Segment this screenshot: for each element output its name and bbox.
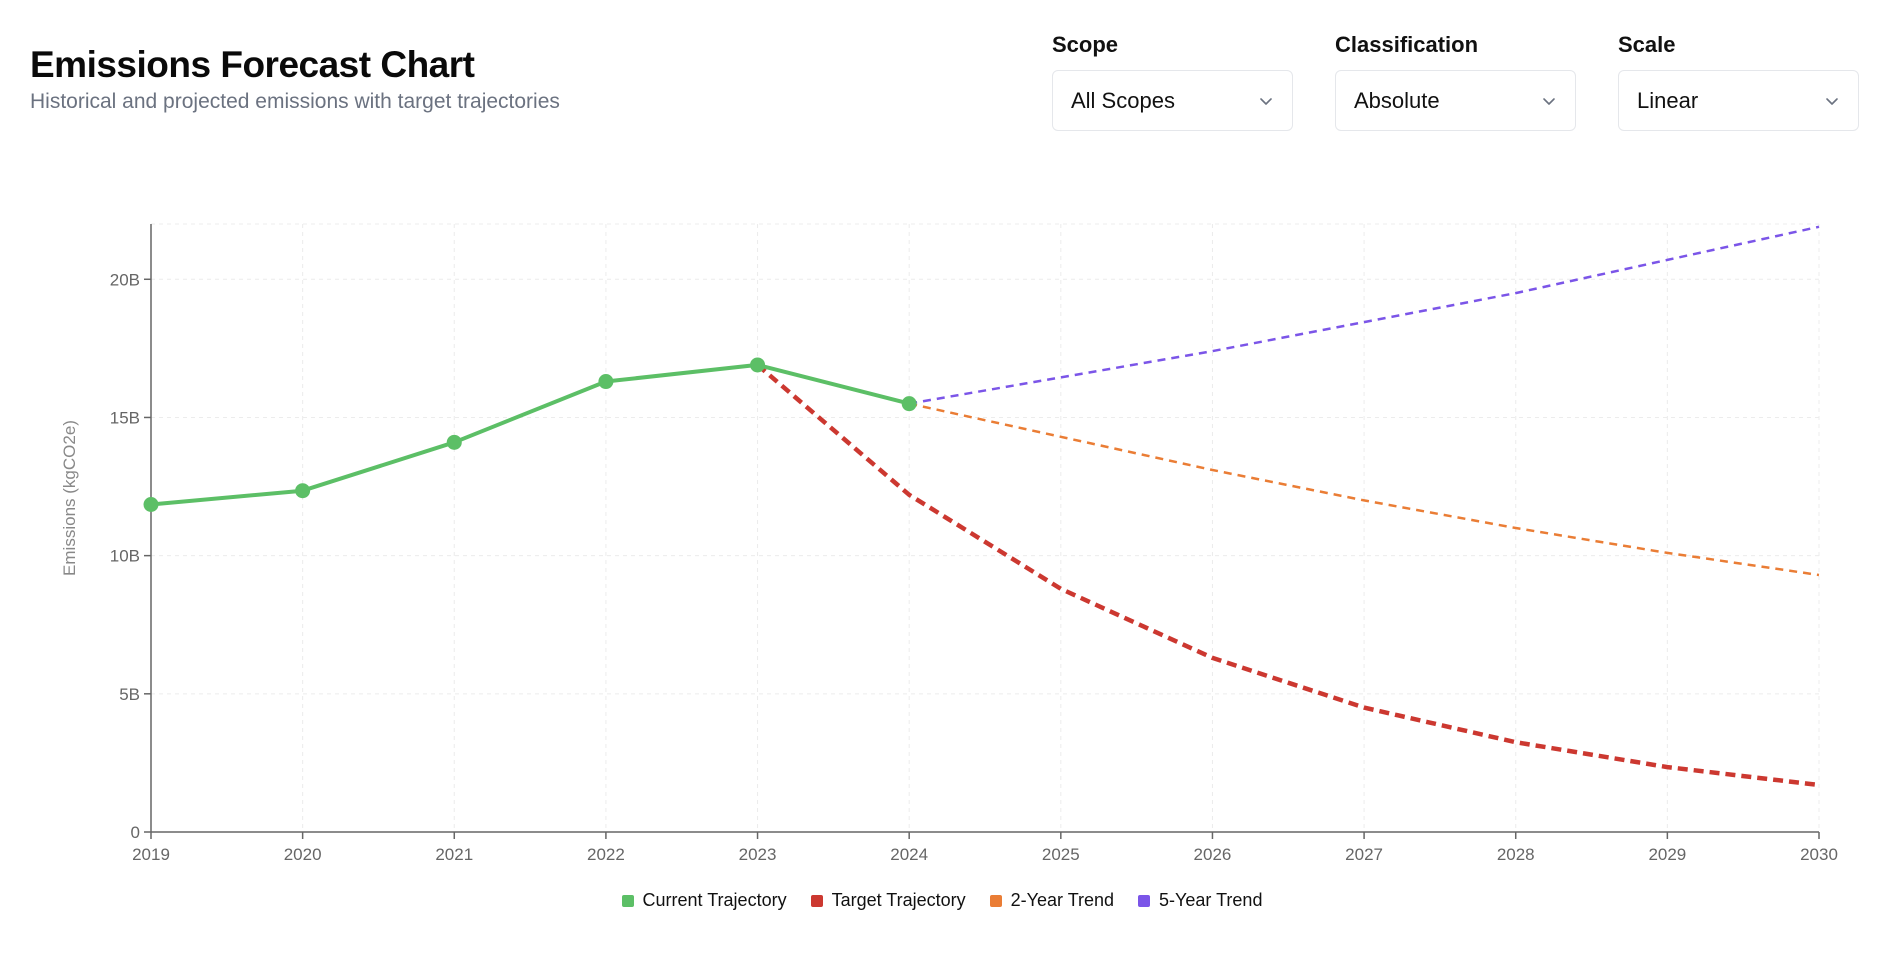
legend-label: Target Trajectory — [831, 890, 966, 910]
series-line-target-trajectory — [756, 363, 1820, 788]
x-tick-label: 2028 — [1497, 845, 1535, 864]
y-tick-label: 0 — [131, 823, 140, 842]
filter-controls: Scope All Scopes Classification Absolute… — [1052, 32, 1859, 131]
y-tick-label: 5B — [119, 685, 140, 704]
page-subtitle: Historical and projected emissions with … — [30, 90, 560, 113]
scale-select[interactable]: Linear — [1618, 70, 1859, 131]
x-tick-label: 2026 — [1194, 845, 1232, 864]
y-axis-label: Emissions (kgCO2e) — [60, 420, 79, 576]
scope-control: Scope All Scopes — [1052, 32, 1293, 131]
scale-label: Scale — [1618, 32, 1676, 57]
page-title: Emissions Forecast Chart — [30, 44, 475, 85]
legend-item[interactable]: Target Trajectory — [810, 890, 966, 911]
data-point — [750, 357, 766, 373]
chart-legend: Current Trajectory Target Trajectory 2-Yea… — [0, 890, 1884, 911]
data-point — [598, 374, 614, 390]
x-tick-label: 2024 — [890, 845, 928, 864]
x-tick-label: 2029 — [1648, 845, 1686, 864]
scope-label: Scope — [1052, 32, 1119, 57]
legend-label: Current Trajectory — [642, 890, 787, 910]
x-tick-label: 2020 — [284, 845, 322, 864]
legend-item[interactable]: 5-Year Trend — [1138, 890, 1262, 911]
x-tick-label: 2030 — [1800, 845, 1838, 864]
x-tick-label: 2027 — [1345, 845, 1383, 864]
data-point — [446, 434, 462, 450]
legend-label: 2-Year Trend — [1010, 890, 1115, 910]
legend-swatch — [1138, 894, 1151, 907]
series-line-5-year-trend — [908, 225, 1820, 405]
legend-item[interactable]: 2-Year Trend — [989, 890, 1115, 911]
y-tick-label: 20B — [110, 270, 140, 289]
data-point — [143, 497, 159, 513]
legend-swatch — [810, 894, 823, 907]
classification-label: Classification — [1335, 32, 1479, 57]
classification-select[interactable]: Absolute — [1335, 70, 1576, 131]
scope-select[interactable]: All Scopes — [1052, 70, 1293, 131]
series-line-2-year-trend — [908, 402, 1820, 577]
legend-swatch — [989, 894, 1002, 907]
scope-select-value: All Scopes — [1071, 87, 1175, 113]
x-tick-label: 2021 — [435, 845, 473, 864]
x-tick-label: 2025 — [1042, 845, 1080, 864]
y-tick-label: 10B — [110, 547, 140, 566]
scale-select-value: Linear — [1637, 87, 1699, 113]
series-line-current-trajectory — [149, 362, 912, 507]
x-tick-label: 2022 — [587, 845, 625, 864]
classification-control: Classification Absolute — [1335, 32, 1576, 131]
chart-header: Emissions Forecast Chart Historical and … — [30, 44, 560, 114]
legend-item[interactable]: Current Trajectory — [621, 890, 787, 911]
legend-swatch — [621, 894, 634, 907]
classification-select-value: Absolute — [1354, 87, 1440, 113]
x-tick-label: 2019 — [132, 845, 170, 864]
chevron-down-icon — [1260, 97, 1272, 105]
scale-control: Scale Linear — [1618, 32, 1859, 131]
x-tick-label: 2023 — [739, 845, 777, 864]
chevron-down-icon — [1826, 97, 1838, 105]
y-tick-label: 15B — [110, 408, 140, 427]
data-point — [295, 483, 311, 499]
legend-label: 5-Year Trend — [1159, 890, 1263, 910]
chevron-down-icon — [1543, 97, 1555, 105]
data-point — [901, 396, 917, 412]
